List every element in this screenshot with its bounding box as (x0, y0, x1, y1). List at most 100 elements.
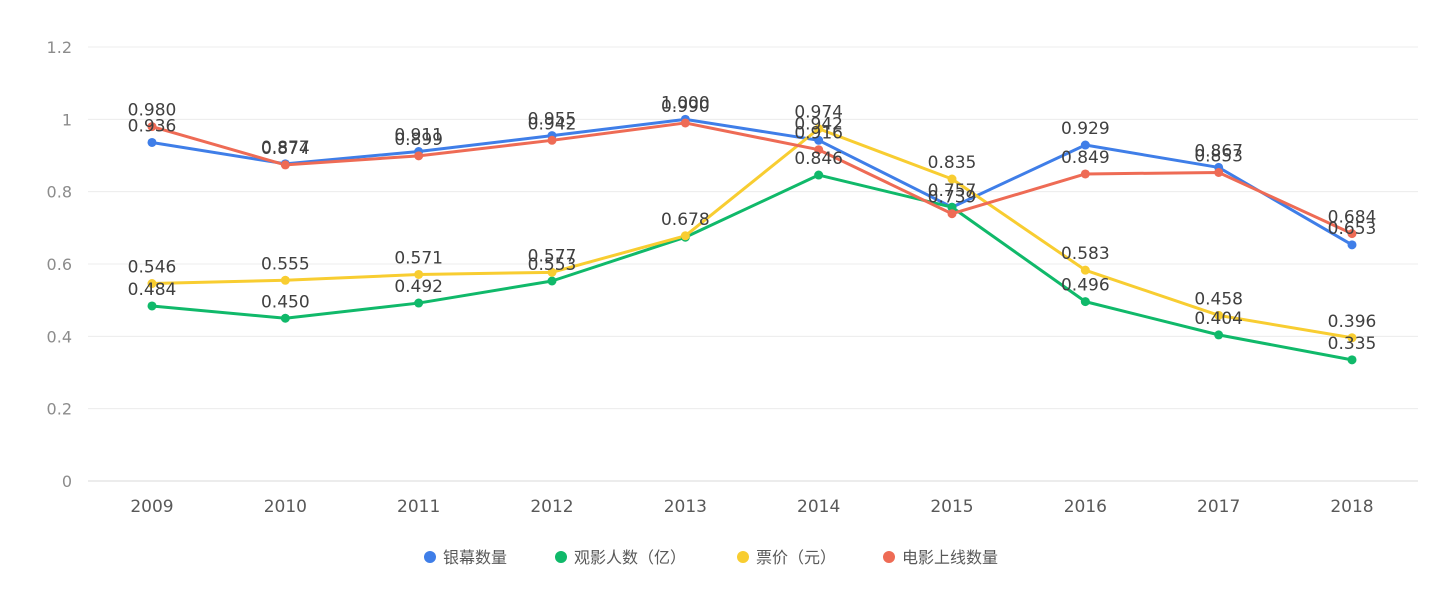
legend-marker-icon (555, 551, 567, 563)
data-label: 0.335 (1328, 334, 1377, 354)
data-point (1080, 169, 1090, 179)
data-label: 0.577 (528, 246, 577, 266)
data-label: 0.583 (1061, 244, 1110, 264)
legend[interactable]: 银幕数量 观影人数（亿） 票价（元） 电影上线数量 (424, 548, 998, 567)
data-label: 0.853 (1194, 146, 1243, 166)
x-tick-label: 2014 (797, 497, 840, 517)
data-label: 0.739 (928, 188, 977, 208)
y-tick-label: 1 (62, 110, 72, 129)
data-label: 0.980 (128, 101, 177, 121)
legend-item[interactable]: 电影上线数量 (883, 548, 998, 567)
data-point (547, 267, 557, 277)
data-point (680, 231, 690, 241)
data-point (1347, 355, 1357, 365)
data-point (414, 269, 424, 279)
x-tick-label: 2018 (1330, 497, 1373, 517)
data-label: 0.484 (128, 280, 177, 300)
x-tick-label: 2015 (930, 497, 973, 517)
legend-label: 银幕数量 (443, 548, 507, 567)
data-label: 0.678 (661, 210, 710, 230)
y-tick-label: 0.2 (47, 400, 72, 419)
x-axis: 2009 2010 2011 2012 2013 2014 2015 2016 2017 2018 (130, 497, 1373, 517)
data-label: 0.942 (528, 114, 577, 134)
data-label: 0.955 (528, 110, 577, 130)
data-point (280, 313, 290, 323)
data-point (1214, 167, 1224, 177)
data-point (414, 151, 424, 161)
data-point (1347, 240, 1357, 250)
data-label: 0.867 (1194, 141, 1243, 161)
x-tick-label: 2009 (130, 497, 173, 517)
data-label: 1.000 (661, 93, 710, 113)
data-label: 0.877 (261, 138, 310, 158)
data-label: 0.911 (394, 126, 443, 146)
data-label: 0.684 (1328, 208, 1377, 228)
data-label: 0.404 (1194, 309, 1243, 329)
legend-label: 电影上线数量 (902, 548, 998, 567)
x-tick-label: 2017 (1197, 497, 1240, 517)
data-label: 0.849 (1061, 148, 1110, 168)
data-label: 0.546 (128, 258, 177, 278)
data-point (814, 135, 824, 145)
data-label: 0.835 (928, 153, 977, 173)
data-label: 0.942 (794, 114, 843, 134)
x-tick-label: 2010 (264, 497, 307, 517)
data-label: 0.653 (1328, 219, 1377, 239)
legend-item[interactable]: 银幕数量 (424, 548, 507, 567)
legend-item[interactable]: 票价（元） (737, 548, 836, 567)
data-label: 0.757 (928, 181, 977, 201)
data-point (1347, 333, 1357, 343)
data-point (280, 275, 290, 285)
data-label: 0.929 (1061, 119, 1110, 139)
y-tick-label: 0.4 (47, 327, 72, 346)
data-point (947, 174, 957, 184)
data-point (1080, 265, 1090, 275)
data-label: 0.555 (261, 254, 310, 274)
y-tick-label: 0 (62, 472, 72, 491)
data-label: 0.916 (794, 124, 843, 144)
series-line (150, 173, 1354, 362)
legend-marker-icon (424, 551, 436, 563)
data-point (814, 145, 824, 155)
series-lines (150, 117, 1354, 362)
data-point (1080, 140, 1090, 150)
data-point (1214, 310, 1224, 320)
x-tick-label: 2011 (397, 497, 440, 517)
data-point (1214, 330, 1224, 340)
series-line (150, 117, 1354, 247)
data-point (1347, 229, 1357, 239)
data-point (547, 135, 557, 145)
data-label: 0.874 (261, 139, 310, 159)
series-points (147, 114, 1357, 365)
series-line (150, 121, 1354, 236)
data-label: 0.846 (794, 149, 843, 169)
data-point (547, 276, 557, 286)
data-point (814, 170, 824, 180)
data-label: 0.492 (394, 277, 443, 297)
data-label: 0.936 (128, 116, 177, 136)
y-tick-label: 0.8 (47, 183, 72, 202)
data-point (680, 118, 690, 128)
x-tick-label: 2012 (530, 497, 573, 517)
legend-item[interactable]: 观影人数（亿） (555, 548, 686, 567)
grid-lines (88, 46, 1418, 482)
x-tick-label: 2016 (1064, 497, 1107, 517)
series-line (150, 127, 1354, 340)
y-tick-label: 1.2 (47, 38, 72, 57)
data-label: 0.899 (394, 130, 443, 150)
x-tick-label: 2013 (664, 497, 707, 517)
data-point (947, 202, 957, 212)
data-point (280, 160, 290, 170)
data-point (147, 122, 157, 132)
data-label: 0.990 (661, 97, 710, 117)
data-point (947, 209, 957, 219)
legend-marker-icon (883, 551, 895, 563)
data-label: 0.553 (528, 255, 577, 275)
y-tick-label: 0.6 (47, 255, 72, 274)
data-labels: 0.936 0.877 0.911 0.955 1.000 0.942 0.757 0.929… (128, 93, 1377, 354)
data-label: 0.571 (394, 248, 443, 268)
data-point (414, 298, 424, 308)
data-label: 0.974 (794, 103, 843, 123)
data-point (147, 279, 157, 289)
y-axis: 0 0.2 0.4 0.6 0.8 1 1.2 (47, 38, 72, 491)
